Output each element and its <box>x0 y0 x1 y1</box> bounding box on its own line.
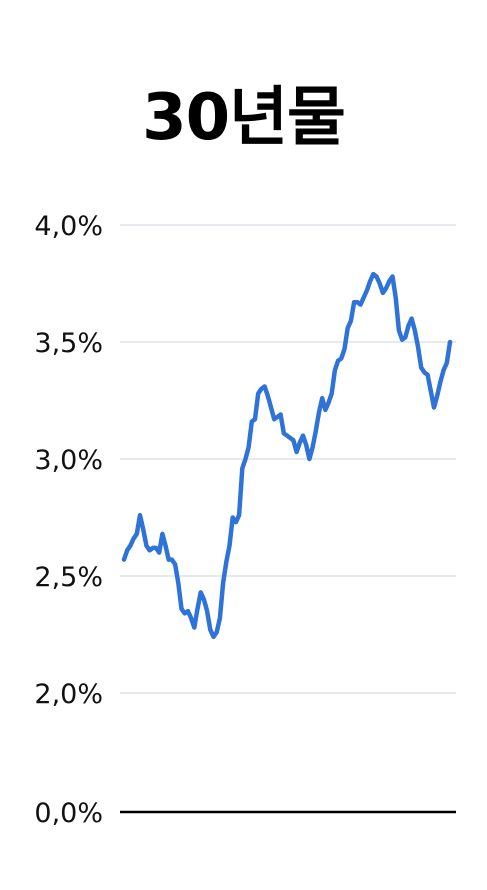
y-axis-tick-labels: 4,0% 3,5% 3,0% 2,5% 2,0% 0,0% <box>34 211 103 829</box>
series-line <box>121 271 453 640</box>
y-tick-label: 2,0% <box>34 679 103 710</box>
y-tick-label: 3,0% <box>34 445 103 476</box>
chart-title: 30년물 <box>142 81 346 155</box>
gridlines <box>120 224 456 814</box>
y-tick-label: 2,5% <box>34 562 103 593</box>
y-tick-label: 4,0% <box>34 211 103 242</box>
series-layer <box>121 271 453 640</box>
y-tick-label: 3,5% <box>34 328 103 359</box>
y-tick-label: 0,0% <box>34 798 103 829</box>
